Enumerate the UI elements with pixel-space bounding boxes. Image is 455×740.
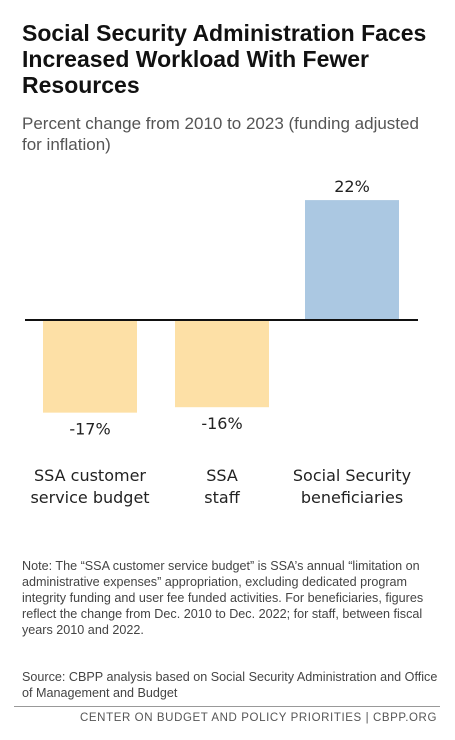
footer-divider	[14, 706, 440, 707]
chart-title: Social Security Administration Faces Inc…	[22, 20, 427, 98]
category-label-1-line-0: SSA	[206, 466, 238, 485]
category-label-1-line-1: staff	[204, 488, 240, 507]
chart-subtitle: Percent change from 2010 to 2023 (fundin…	[22, 114, 419, 154]
value-label-1: -16%	[201, 414, 242, 433]
value-label-0: -17%	[69, 420, 110, 439]
bar-0	[43, 320, 137, 413]
chart-source: Source: CBPP analysis based on Social Se…	[22, 670, 438, 700]
category-label-0-line-1: service budget	[30, 488, 149, 507]
value-label-2: 22%	[334, 177, 370, 196]
chart-note: Note: The “SSA customer service budget” …	[22, 559, 424, 637]
category-label-0-line-0: SSA customer	[34, 466, 146, 485]
footer-credit: CENTER ON BUDGET AND POLICY PRIORITIES |…	[79, 712, 437, 724]
category-label-2-line-1: beneficiaries	[301, 488, 403, 507]
bar-chart: -17% -16% 22% SSA customer service budget SS…	[25, 177, 418, 507]
bar-1	[175, 320, 269, 408]
category-label-2-line-0: Social Security	[293, 466, 411, 485]
bar-2	[305, 200, 399, 320]
